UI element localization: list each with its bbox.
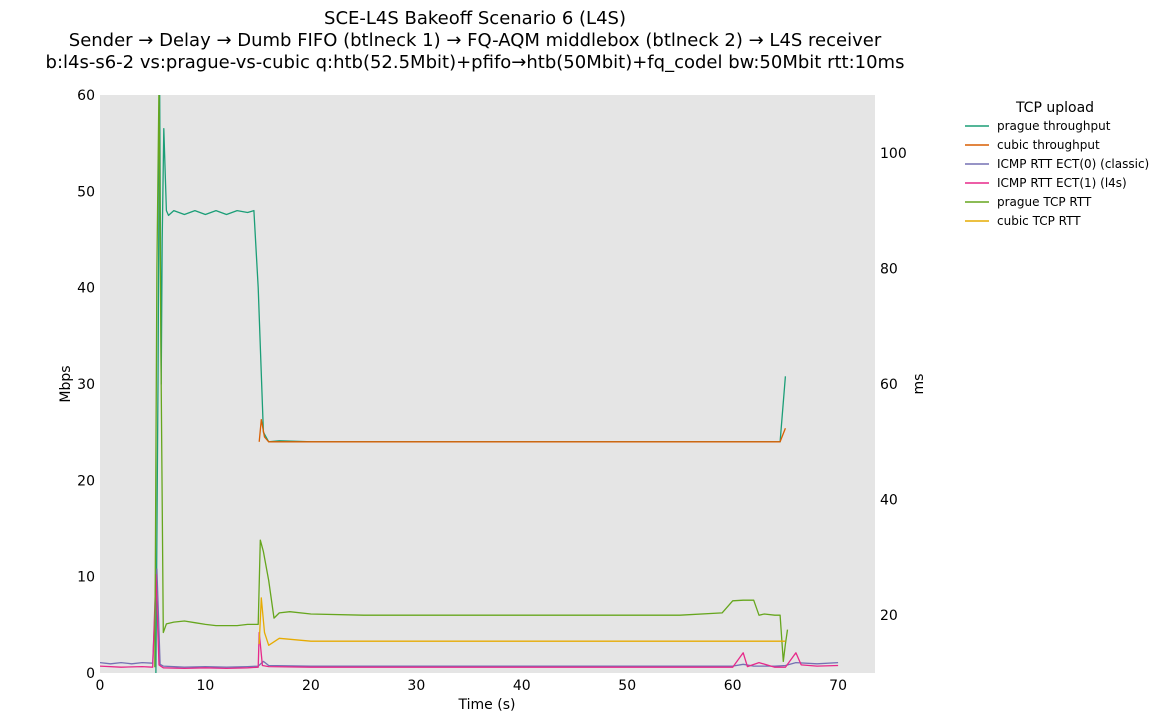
y-left-tick-label: 30 [77, 377, 95, 393]
legend-label: prague TCP RTT [997, 195, 1092, 209]
chart-title-line-1: SCE-L4S Bakeoff Scenario 6 (L4S) [324, 8, 626, 29]
y-right-tick-label: 100 [880, 146, 907, 162]
y-axis-right-label: ms [911, 374, 927, 395]
y-axis-left-ticks: 0 10 20 30 40 50 60 [77, 88, 95, 682]
x-tick-label: 60 [724, 678, 742, 694]
x-tick-label: 20 [302, 678, 320, 694]
plot-area [100, 95, 875, 673]
y-axis-left-label: Mbps [58, 365, 74, 402]
x-tick-label: 10 [197, 678, 215, 694]
y-axis-right-ticks: 20 40 60 80 100 [880, 146, 907, 624]
series-line-4 [154, 95, 789, 668]
y-left-tick-label: 50 [77, 184, 95, 200]
chart-title-line-2: Sender → Delay → Dumb FIFO (btlneck 1) →… [69, 30, 882, 51]
chart-title: SCE-L4S Bakeoff Scenario 6 (L4S) Sender … [46, 8, 905, 73]
chart-title-line-3: b:l4s-s6-2 vs:prague-vs-cubic q:htb(52.5… [46, 52, 905, 73]
y-right-tick-label: 20 [880, 608, 898, 624]
legend-label: prague throughput [997, 119, 1111, 133]
legend: TCP upload prague throughput cubic throug… [965, 100, 1149, 228]
x-tick-label: 0 [96, 678, 105, 694]
x-axis-label: Time (s) [458, 697, 516, 713]
x-axis-ticks: 0 10 20 30 40 50 60 70 [96, 678, 847, 694]
y-right-tick-label: 40 [880, 493, 898, 509]
legend-label: cubic throughput [997, 138, 1100, 152]
series-line-3 [100, 574, 839, 670]
y-right-tick-label: 80 [880, 261, 898, 277]
y-right-tick-label: 60 [880, 377, 898, 393]
x-tick-label: 40 [513, 678, 531, 694]
legend-title: TCP upload [1015, 100, 1094, 116]
y-left-tick-label: 10 [77, 570, 95, 586]
legend-label: ICMP RTT ECT(0) (classic) [997, 157, 1149, 171]
series-layer [100, 95, 839, 673]
y-left-tick-label: 60 [77, 88, 95, 104]
legend-items: prague throughput cubic throughput ICMP RT… [965, 119, 1149, 228]
series-line-5 [258, 597, 786, 646]
x-tick-label: 50 [618, 678, 636, 694]
y-left-tick-label: 20 [77, 473, 95, 489]
series-line-1 [258, 418, 787, 443]
x-tick-label: 70 [829, 678, 847, 694]
y-left-tick-label: 40 [77, 281, 95, 297]
y-left-tick-label: 0 [86, 666, 95, 682]
x-tick-label: 30 [407, 678, 425, 694]
legend-label: cubic TCP RTT [997, 214, 1081, 228]
legend-label: ICMP RTT ECT(1) (l4s) [997, 176, 1127, 190]
